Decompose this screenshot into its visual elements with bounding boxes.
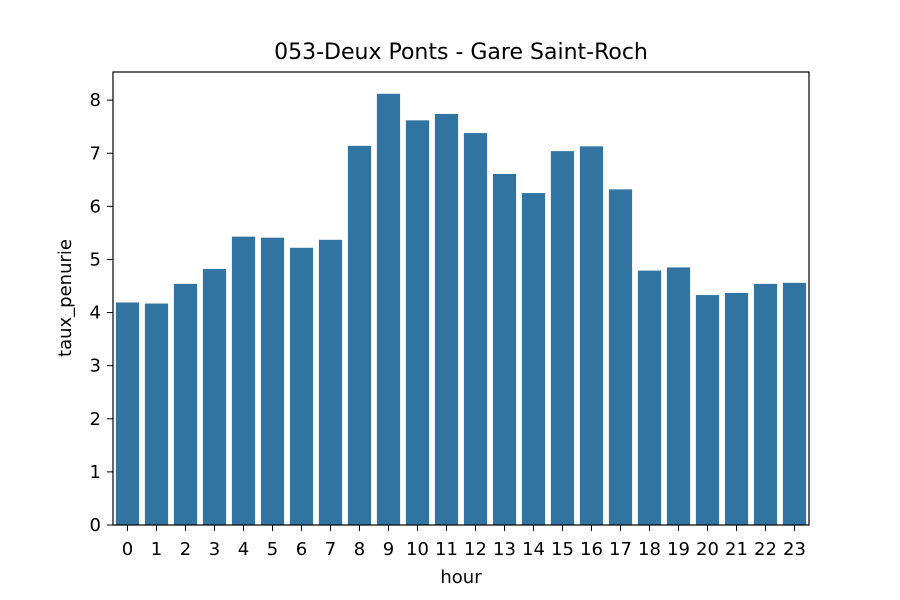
bar-hour-1 bbox=[144, 303, 169, 525]
x-tick-label: 6 bbox=[296, 539, 307, 560]
bar-hour-12 bbox=[463, 133, 488, 525]
y-tick-label: 7 bbox=[90, 143, 101, 164]
chart-title: 053-Deux Ponts - Gare Saint-Roch bbox=[274, 40, 648, 65]
x-tick-label: 2 bbox=[180, 539, 191, 560]
bar-hour-3 bbox=[202, 269, 227, 525]
bar-hour-11 bbox=[434, 113, 459, 525]
plot-frame bbox=[112, 71, 810, 526]
x-tick-label: 22 bbox=[754, 539, 777, 560]
x-tick-label: 20 bbox=[696, 539, 719, 560]
x-tick-label: 12 bbox=[464, 539, 487, 560]
x-tick-label: 8 bbox=[354, 539, 365, 560]
bar-hour-16 bbox=[579, 146, 604, 525]
bar-hour-18 bbox=[637, 270, 662, 525]
bar-hour-13 bbox=[492, 173, 517, 525]
bar-hour-2 bbox=[173, 283, 198, 525]
x-tick-label: 9 bbox=[383, 539, 394, 560]
y-tick-label: 1 bbox=[90, 462, 101, 483]
y-tick-label: 0 bbox=[90, 515, 101, 536]
bar-hour-10 bbox=[405, 120, 430, 525]
bar-hour-19 bbox=[666, 267, 691, 525]
bar-hour-22 bbox=[753, 283, 778, 525]
bar-hour-14 bbox=[521, 193, 546, 525]
x-tick-label: 11 bbox=[435, 539, 458, 560]
y-axis-ticks: 0 1 2 3 4 5 6 7 8 bbox=[90, 90, 113, 536]
x-tick-label: 5 bbox=[267, 539, 278, 560]
x-tick-label: 1 bbox=[151, 539, 162, 560]
y-tick-label: 5 bbox=[90, 249, 101, 270]
bar-hour-5 bbox=[260, 237, 285, 525]
y-tick-label: 3 bbox=[90, 356, 101, 377]
x-tick-label: 4 bbox=[238, 539, 249, 560]
y-tick-label: 6 bbox=[90, 196, 101, 217]
x-axis-label: hour bbox=[440, 567, 482, 588]
bars-group bbox=[115, 93, 807, 525]
x-tick-label: 18 bbox=[638, 539, 661, 560]
x-tick-label: 13 bbox=[493, 539, 516, 560]
bar-hour-7 bbox=[318, 239, 343, 525]
x-tick-label: 23 bbox=[783, 539, 806, 560]
x-tick-label: 19 bbox=[667, 539, 690, 560]
y-tick-label: 4 bbox=[90, 303, 101, 324]
bar-hour-17 bbox=[608, 189, 633, 525]
x-tick-label: 15 bbox=[551, 539, 574, 560]
bar-hour-23 bbox=[782, 282, 807, 525]
bar-hour-8 bbox=[347, 145, 372, 525]
bar-hour-20 bbox=[695, 295, 720, 525]
y-tick-label: 8 bbox=[90, 90, 101, 111]
bar-hour-4 bbox=[231, 236, 256, 525]
x-tick-label: 10 bbox=[406, 539, 429, 560]
x-tick-label: 7 bbox=[325, 539, 336, 560]
x-tick-label: 0 bbox=[122, 539, 133, 560]
bar-hour-15 bbox=[550, 151, 575, 525]
x-tick-label: 21 bbox=[725, 539, 748, 560]
x-tick-label: 17 bbox=[609, 539, 632, 560]
y-tick-label: 2 bbox=[90, 409, 101, 430]
x-tick-label: 3 bbox=[209, 539, 220, 560]
y-axis-label: taux_penurie bbox=[55, 239, 76, 357]
bar-hour-21 bbox=[724, 292, 749, 525]
bar-hour-6 bbox=[289, 247, 314, 525]
bar-hour-9 bbox=[376, 93, 401, 525]
x-tick-label: 16 bbox=[580, 539, 603, 560]
x-axis-ticks: 0 1 2 3 4 5 6 7 8 9 10 11 12 13 14 15 16 17 18 19 20 21 22 23 bbox=[122, 525, 806, 560]
x-tick-label: 14 bbox=[522, 539, 545, 560]
bar-hour-0 bbox=[115, 302, 140, 525]
